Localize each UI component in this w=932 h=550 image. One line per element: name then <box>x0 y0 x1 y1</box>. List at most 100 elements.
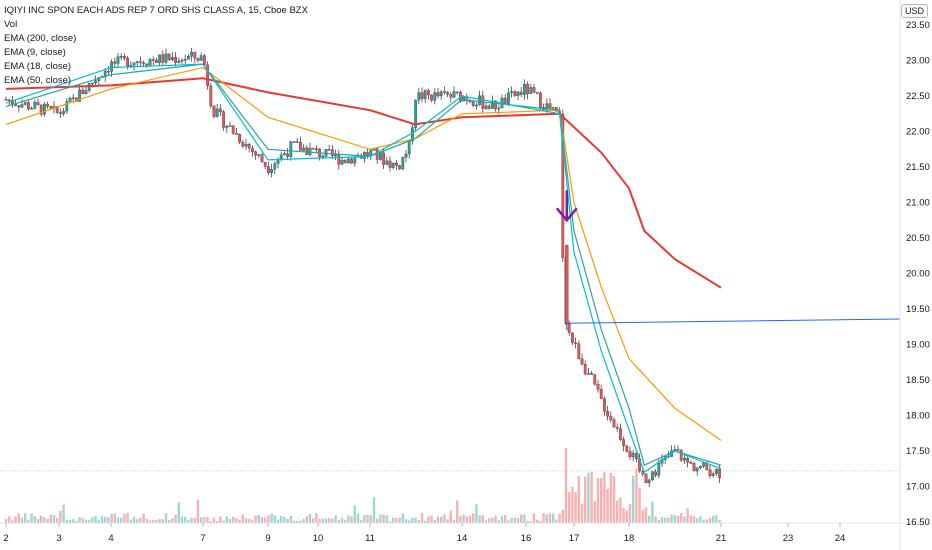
y-tick-label: 22.00 <box>906 127 930 138</box>
volume-bar <box>622 508 625 523</box>
volume-bar <box>353 505 356 523</box>
volume-bar <box>430 515 433 523</box>
volume-bar <box>107 517 110 523</box>
legend-ema-50[interactable]: EMA (50, close) <box>4 75 72 86</box>
volume-bar <box>180 516 184 523</box>
volume-bar <box>289 515 292 523</box>
volume-bar <box>590 472 593 523</box>
volume-bar <box>36 519 40 523</box>
candle-body <box>49 106 53 109</box>
candle-body <box>164 53 168 63</box>
candle-body <box>382 152 385 165</box>
volume-bar <box>331 518 334 523</box>
volume-bar <box>548 513 552 523</box>
candle-body <box>635 452 638 459</box>
candle-body <box>654 471 658 476</box>
candle-body <box>471 101 475 106</box>
currency-badge[interactable]: USD <box>900 4 928 18</box>
volume-bar <box>200 517 203 523</box>
volume-bar <box>504 515 507 523</box>
candle-body <box>199 55 203 61</box>
volume-bar <box>676 515 680 523</box>
candles <box>4 47 722 488</box>
volume-bar <box>433 519 436 523</box>
candle-body <box>449 94 453 98</box>
volume-bars <box>4 448 721 523</box>
candle-body <box>132 62 136 66</box>
candle-body <box>209 85 213 107</box>
volume-bar <box>443 514 446 523</box>
ema-line <box>5 63 722 474</box>
volume-bar <box>702 519 705 523</box>
volume-bar <box>212 517 216 523</box>
candle-body <box>116 56 120 64</box>
volume-bar <box>376 518 379 523</box>
volume-bar <box>328 518 331 523</box>
volume-bar <box>113 513 116 523</box>
candle-body <box>647 479 651 484</box>
candle-body <box>7 99 11 101</box>
symbol-title[interactable]: IQIYI INC SPON EACH ADS REP 7 ORD SHS CL… <box>4 5 308 16</box>
candle-body <box>503 97 507 104</box>
volume-bar <box>436 516 440 523</box>
candle-body <box>679 449 683 461</box>
volume-bar <box>43 517 46 523</box>
volume-bar <box>171 518 174 523</box>
volume-bar <box>718 519 721 523</box>
volume-bar <box>228 519 232 523</box>
legend-ema-9[interactable]: EMA (9, close) <box>4 47 66 58</box>
volume-bar <box>369 515 372 523</box>
candle-body <box>430 94 433 101</box>
volume-bar <box>379 514 382 523</box>
volume-bar <box>308 513 312 523</box>
ema-lines <box>5 63 722 474</box>
y-tick-label: 21.50 <box>906 162 930 173</box>
volume-bar <box>20 517 24 523</box>
volume-bar <box>459 516 462 523</box>
volume-bar <box>347 515 350 523</box>
y-tick-label: 17.00 <box>906 482 930 493</box>
volume-bar <box>555 519 558 523</box>
candle-body <box>119 56 123 58</box>
volume-bar <box>417 520 420 523</box>
volume-bar <box>142 513 145 523</box>
candle-body <box>196 57 200 61</box>
volume-bar <box>382 514 385 523</box>
volume-bar <box>452 520 456 523</box>
y-tick-label: 23.00 <box>906 56 930 67</box>
volume-bar <box>8 516 11 523</box>
volume-bar <box>276 519 280 523</box>
volume-bar <box>184 516 187 523</box>
volume-bar <box>628 503 632 523</box>
candle-body <box>427 90 430 96</box>
volume-bar <box>510 517 513 523</box>
volume-bar <box>673 515 676 523</box>
volume-bar <box>494 515 497 523</box>
candle-body <box>59 112 62 114</box>
volume-bar <box>580 503 584 523</box>
x-tick-label: 14 <box>457 533 468 544</box>
volume-bar <box>257 514 260 523</box>
volume-bar <box>254 515 257 523</box>
volume-bar <box>132 516 136 523</box>
candle-body <box>603 398 606 412</box>
y-tick-label: 19.50 <box>906 304 930 315</box>
candle-body <box>606 410 610 417</box>
candle-body <box>619 428 622 440</box>
y-tick-label: 22.50 <box>906 91 930 102</box>
candle-body <box>257 154 261 156</box>
legend-ema-200[interactable]: EMA (200, close) <box>4 33 77 44</box>
legend-vol[interactable]: Vol <box>4 19 18 30</box>
volume-bar <box>296 520 299 523</box>
annotations <box>555 190 901 324</box>
volume-bar <box>712 515 715 523</box>
volume-bar <box>398 517 401 523</box>
candle-body <box>55 106 59 113</box>
candle-body <box>113 61 117 64</box>
candle-body <box>494 100 497 110</box>
volume-bar <box>526 520 529 523</box>
legend-ema-18[interactable]: EMA (18, close) <box>4 61 72 72</box>
candle-body <box>321 155 325 158</box>
